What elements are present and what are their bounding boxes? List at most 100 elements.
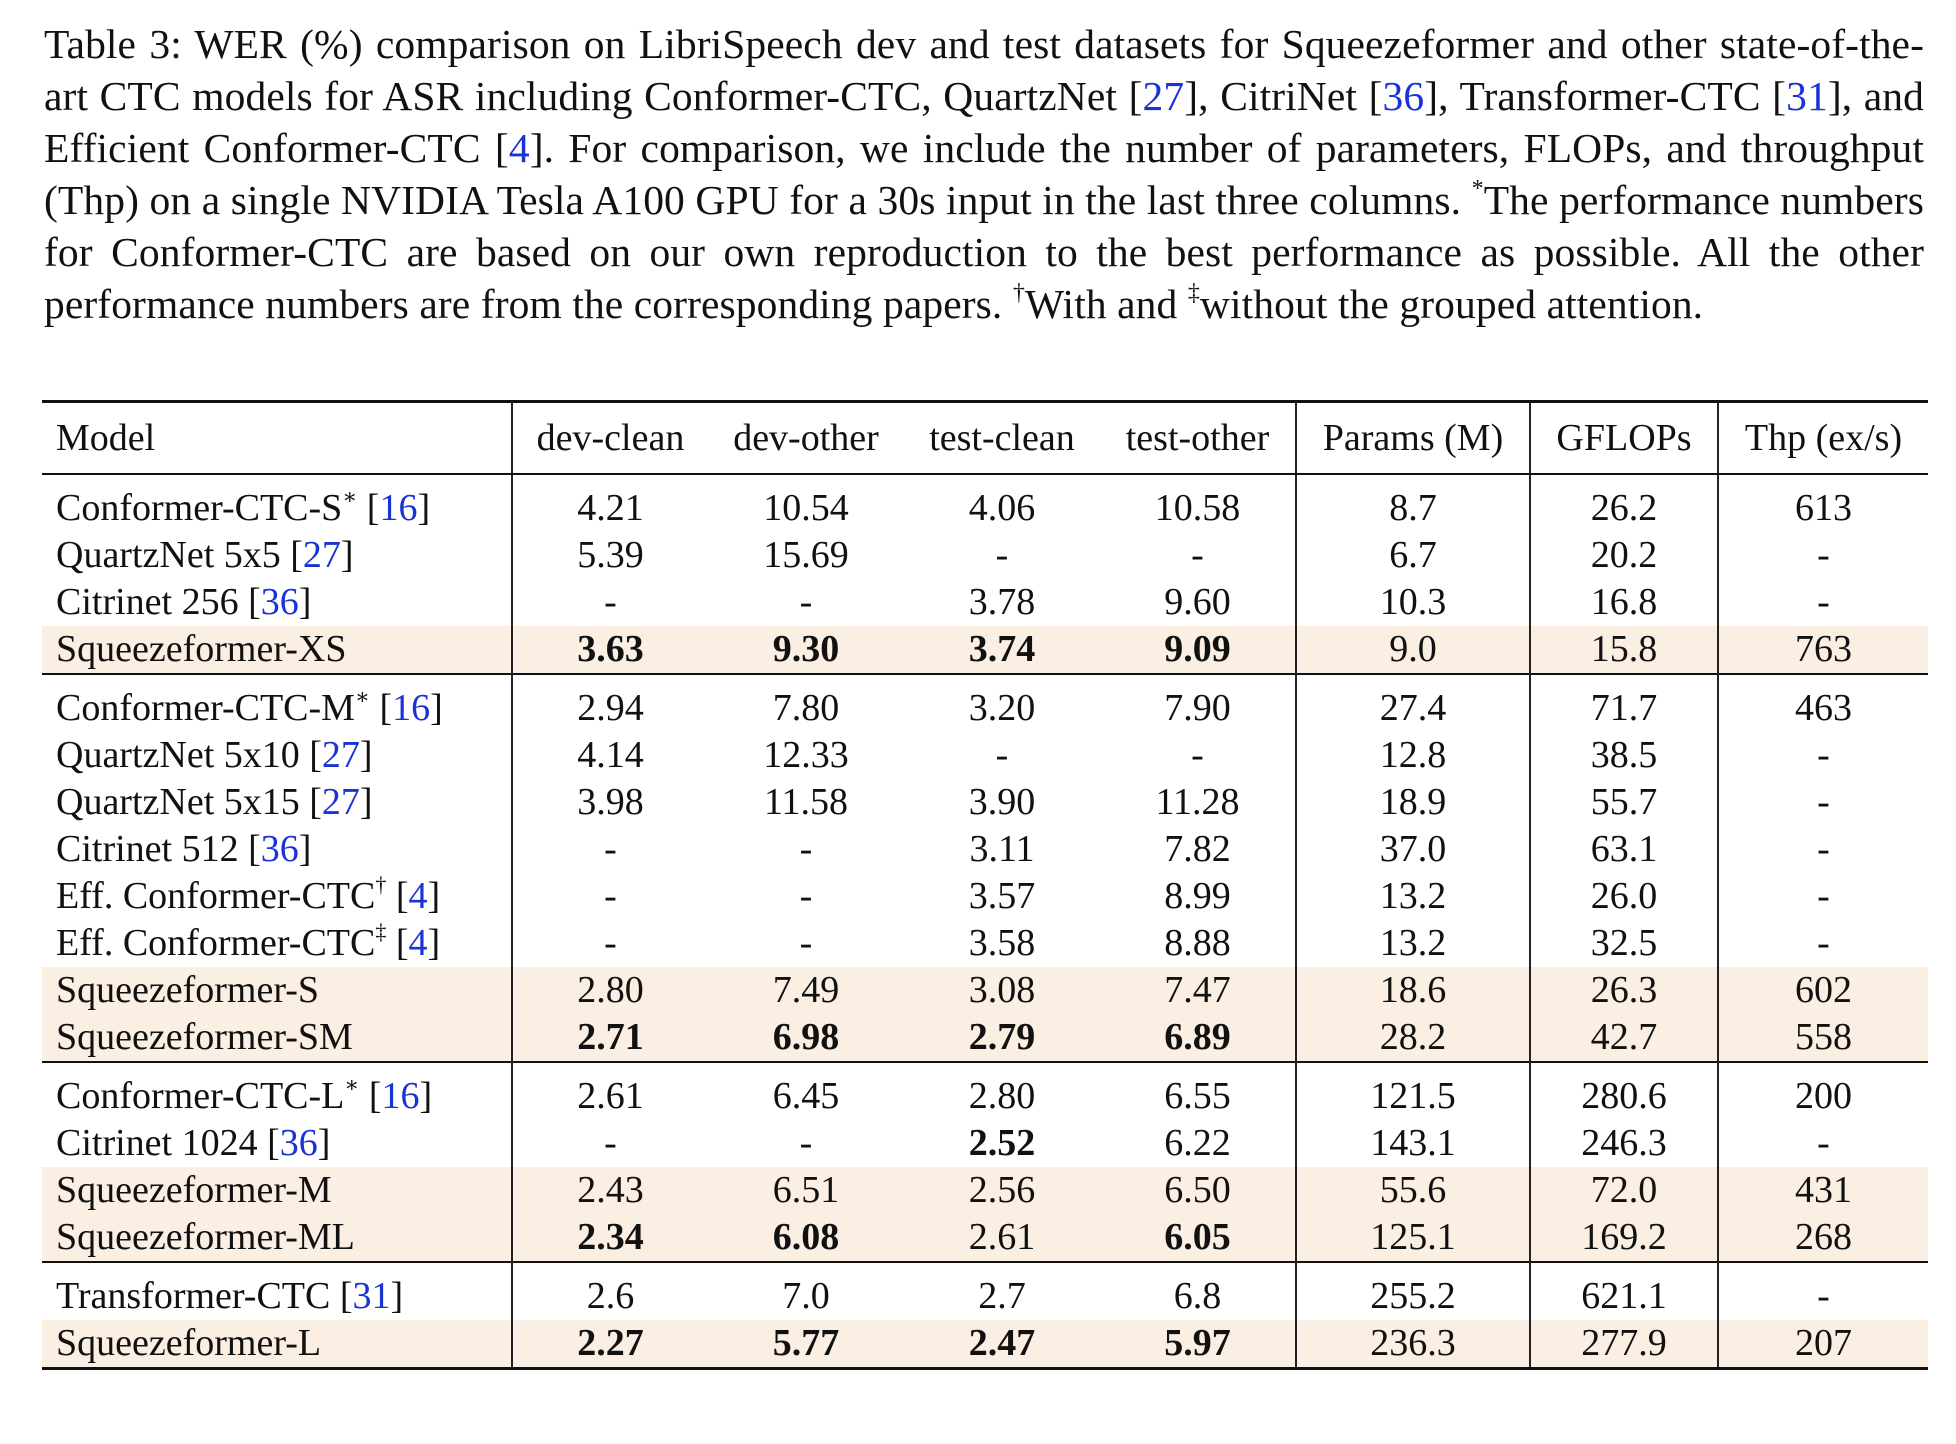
cell-test-clean: 2.7: [904, 1262, 1100, 1320]
cell-value: 26.0: [1590, 875, 1658, 917]
header-test-clean: test-clean: [904, 400, 1100, 475]
cell-value: 8.88: [1164, 922, 1231, 964]
citation-link[interactable]: 27: [302, 534, 341, 576]
cell-model: Squeezeformer-XS: [42, 626, 512, 674]
citation-link[interactable]: 31: [1786, 73, 1828, 119]
table-group: Conformer-CTC-S∗ [16] 4.21 10.54 4.06 10.58 8…: [42, 474, 1928, 674]
cell-dev-other: 9.30: [708, 626, 904, 674]
cell-value: 55.6: [1379, 1169, 1447, 1211]
footnote-mark: ‡: [375, 919, 387, 944]
cell-value: 20.2: [1590, 534, 1658, 576]
cell-value: -: [799, 1122, 813, 1164]
cell-value: 6.8: [1173, 1275, 1222, 1317]
cell-value: 5.77: [772, 1322, 840, 1364]
footnote-mark: †: [375, 872, 387, 897]
cell-value: -: [1817, 875, 1830, 917]
cell-model: Squeezeformer-L: [42, 1320, 512, 1369]
cell-dev-clean: 2.80: [511, 967, 708, 1014]
cell-value: 11.28: [1155, 781, 1240, 823]
cell-dev-other: 12.33: [708, 732, 904, 779]
cell-value: 2.43: [577, 1169, 644, 1211]
cell-value: -: [604, 875, 617, 917]
footnote-mark: ∗: [354, 684, 370, 709]
cell-value: 621.1: [1581, 1275, 1667, 1317]
cell-value: 3.98: [577, 781, 644, 823]
cell-dev-clean: -: [511, 873, 708, 920]
cell-dev-clean: 4.21: [511, 474, 708, 532]
cell-thp: -: [1717, 873, 1928, 920]
cell-gflops: 277.9: [1529, 1320, 1718, 1369]
bracket: [: [386, 922, 409, 964]
cell-test-clean: 3.58: [904, 920, 1100, 967]
table-row: Eff. Conformer-CTC‡ [4] - - 3.58 8.88 13.2 32.…: [42, 920, 1928, 967]
cell-value: 9.30: [772, 628, 840, 670]
cell-value: 613: [1795, 487, 1852, 529]
cell-gflops: 38.5: [1529, 732, 1718, 779]
cell-value: 3.63: [577, 628, 644, 670]
model-name: QuartzNet 5x15: [56, 781, 300, 823]
cell-value: 4.06: [968, 487, 1036, 529]
cell-test-other: 5.97: [1100, 1320, 1296, 1369]
cell-value: 6.08: [772, 1216, 840, 1258]
cell-value: 200: [1795, 1075, 1852, 1117]
bracket: ]: [340, 534, 354, 576]
cell-dev-other: -: [708, 873, 904, 920]
cell-value: 3.74: [968, 628, 1036, 670]
cell-value: 2.27: [577, 1322, 644, 1364]
citation-link[interactable]: 16: [381, 1075, 420, 1117]
header-row: Model dev-clean dev-other test-clean tes…: [42, 400, 1928, 475]
cell-value: 18.6: [1379, 969, 1447, 1011]
citation-link[interactable]: 36: [260, 581, 299, 623]
cell-value: 236.3: [1370, 1322, 1456, 1364]
cell-value: 169.2: [1581, 1216, 1667, 1258]
cell-dev-other: 11.58: [708, 779, 904, 826]
citation-link[interactable]: 16: [392, 687, 431, 729]
table-row: QuartzNet 5x10 [27] 4.14 12.33 - - 12.8 38.5 -: [42, 732, 1928, 779]
table-row-highlighted: Squeezeformer-XS 3.63 9.30 3.74 9.09 9.0 15.8 7…: [42, 626, 1928, 674]
cell-gflops: 15.8: [1529, 626, 1718, 674]
cell-dev-clean: 2.6: [511, 1262, 708, 1320]
citation-link[interactable]: 4: [508, 125, 530, 171]
cell-thp: 463: [1717, 674, 1928, 732]
citation-link[interactable]: 27: [1142, 73, 1185, 119]
caption-text: With and: [1024, 281, 1188, 327]
table-row: QuartzNet 5x15 [27] 3.98 11.58 3.90 11.28 18.…: [42, 779, 1928, 826]
citation-link[interactable]: 36: [260, 828, 299, 870]
citation-link[interactable]: 36: [279, 1122, 318, 1164]
footnote-mark: ∗: [344, 1072, 360, 1097]
model-name: Citrinet 512: [56, 828, 239, 870]
cell-value: 5.97: [1164, 1322, 1231, 1364]
citation-link[interactable]: 4: [408, 922, 428, 964]
cell-value: 2.56: [968, 1169, 1036, 1211]
cell-value: 6.89: [1164, 1016, 1231, 1058]
cell-test-clean: 2.47: [904, 1320, 1100, 1369]
bracket: [: [359, 1075, 382, 1117]
citation-link[interactable]: 31: [352, 1275, 391, 1317]
cell-value: 7.0: [782, 1275, 830, 1317]
cell-value: 763: [1795, 628, 1852, 670]
cell-gflops: 32.5: [1529, 920, 1718, 967]
cell-test-clean: 2.79: [904, 1014, 1100, 1062]
cell-params: 8.7: [1295, 474, 1530, 532]
citation-link[interactable]: 27: [321, 781, 360, 823]
model-name: Squeezeformer-SM: [56, 1016, 353, 1058]
citation-link[interactable]: 16: [379, 487, 418, 529]
cell-test-clean: -: [904, 732, 1100, 779]
cell-dev-clean: 5.39: [511, 532, 708, 579]
cell-thp: -: [1717, 732, 1928, 779]
citation-link[interactable]: 27: [321, 734, 360, 776]
cell-dev-other: -: [708, 579, 904, 626]
cell-thp: -: [1717, 920, 1928, 967]
citation-link[interactable]: 4: [408, 875, 428, 917]
cell-params: 125.1: [1295, 1214, 1530, 1262]
cell-test-clean: 3.90: [904, 779, 1100, 826]
citation-link[interactable]: 36: [1382, 73, 1425, 119]
table-row: QuartzNet 5x5 [27] 5.39 15.69 - - 6.7 20.2 -: [42, 532, 1928, 579]
cell-value: 2.71: [577, 1016, 644, 1058]
cell-value: 3.78: [968, 581, 1036, 623]
cell-params: 143.1: [1295, 1120, 1530, 1167]
cell-model: Transformer-CTC [31]: [42, 1262, 512, 1320]
cell-value: 12.8: [1379, 734, 1447, 776]
cell-model: Citrinet 512 [36]: [42, 826, 512, 873]
caption-text: ], and Efficient Conformer-CTC [: [44, 73, 1925, 171]
